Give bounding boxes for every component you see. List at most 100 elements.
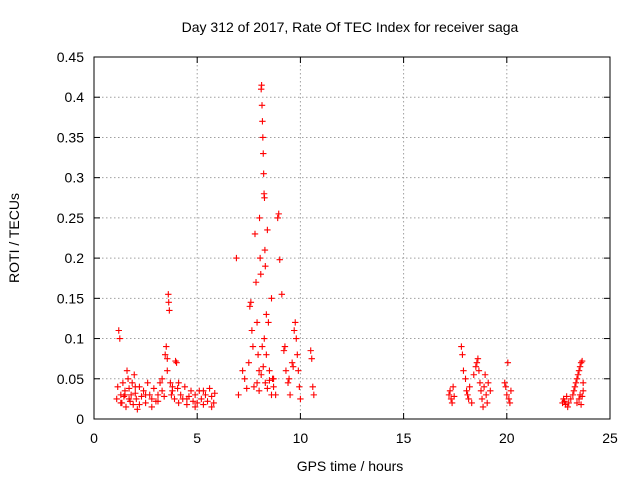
data-point <box>264 385 271 392</box>
data-point <box>181 383 189 391</box>
data-point <box>168 391 175 399</box>
y-tick-label: 0.05 <box>57 371 84 387</box>
data-point <box>308 355 315 362</box>
data-point <box>154 398 162 405</box>
data-point <box>569 391 577 399</box>
x-tick-label: 0 <box>90 430 98 446</box>
y-tick-label: 0.15 <box>57 290 84 306</box>
data-point <box>262 379 269 386</box>
data-point <box>487 387 494 395</box>
data-point <box>247 299 255 306</box>
data-point <box>249 343 257 350</box>
data-point <box>505 395 513 403</box>
data-point <box>160 393 168 400</box>
data-point <box>241 375 248 382</box>
data-point <box>476 379 484 386</box>
data-point <box>239 367 246 374</box>
data-point <box>259 118 266 125</box>
data-point <box>463 387 470 395</box>
data-point <box>122 403 130 411</box>
data-point <box>142 391 149 399</box>
data-point <box>148 395 155 403</box>
data-point <box>276 256 283 263</box>
data-point <box>233 254 240 262</box>
data-point <box>288 359 296 366</box>
data-point <box>260 363 267 370</box>
data-point <box>504 359 512 366</box>
data-point <box>274 214 281 222</box>
data-points <box>113 81 587 413</box>
data-point <box>200 401 207 408</box>
data-point <box>464 391 471 399</box>
data-point <box>295 367 302 374</box>
data-point <box>575 367 583 374</box>
data-point <box>119 379 127 386</box>
data-point <box>258 81 265 89</box>
data-point <box>460 367 467 374</box>
data-point <box>164 367 171 374</box>
data-point <box>565 399 572 407</box>
data-point <box>261 194 268 201</box>
data-point <box>198 395 205 403</box>
data-point <box>481 371 489 378</box>
data-point <box>133 395 140 403</box>
data-point <box>253 379 261 386</box>
data-point <box>479 403 487 411</box>
data-point <box>268 295 275 302</box>
data-point <box>579 379 587 386</box>
data-point <box>136 401 143 408</box>
data-point <box>254 351 262 358</box>
data-point <box>503 391 510 399</box>
data-point <box>251 230 259 238</box>
data-point <box>150 385 158 392</box>
data-point <box>113 395 120 403</box>
data-point <box>187 387 195 395</box>
data-point <box>458 343 465 350</box>
data-point <box>265 319 272 326</box>
data-point <box>574 371 582 378</box>
data-point <box>448 399 456 407</box>
data-point <box>309 383 316 391</box>
data-point <box>462 375 469 382</box>
data-point <box>573 375 581 382</box>
data-point <box>175 379 182 386</box>
data-point <box>258 102 266 109</box>
data-point <box>166 307 173 314</box>
data-point <box>127 391 135 399</box>
x-tick-label: 20 <box>499 430 515 446</box>
data-point <box>132 390 139 397</box>
grid-lines <box>94 57 610 419</box>
data-point <box>281 343 289 350</box>
y-tick-label: 0.25 <box>57 210 84 226</box>
data-point <box>579 387 587 395</box>
data-point <box>294 351 301 358</box>
data-point <box>245 359 252 366</box>
data-point <box>123 367 131 374</box>
data-point <box>204 398 211 405</box>
data-point <box>250 383 258 391</box>
axis-ticks: 0 0.05 0.1 0.15 0.2 0.25 0.3 0.35 0.4 0.45 0 5 10 15 2… <box>57 49 618 446</box>
data-point <box>169 387 176 395</box>
data-point <box>572 379 580 386</box>
data-point <box>446 387 454 395</box>
data-point <box>255 387 263 395</box>
data-point <box>270 375 277 382</box>
data-point <box>114 383 121 391</box>
data-point <box>194 399 201 407</box>
data-point <box>167 379 174 386</box>
data-point <box>115 327 122 334</box>
data-point <box>291 327 298 334</box>
data-point <box>248 327 256 334</box>
data-point <box>578 357 586 365</box>
data-point <box>477 387 485 395</box>
data-point <box>292 319 299 326</box>
data-point <box>561 398 568 405</box>
data-point <box>280 347 288 354</box>
data-point <box>502 383 509 391</box>
data-point <box>483 399 491 407</box>
data-point <box>163 343 170 350</box>
data-point <box>175 399 182 407</box>
data-point <box>473 359 481 366</box>
data-point <box>125 385 133 392</box>
data-point <box>278 291 286 298</box>
